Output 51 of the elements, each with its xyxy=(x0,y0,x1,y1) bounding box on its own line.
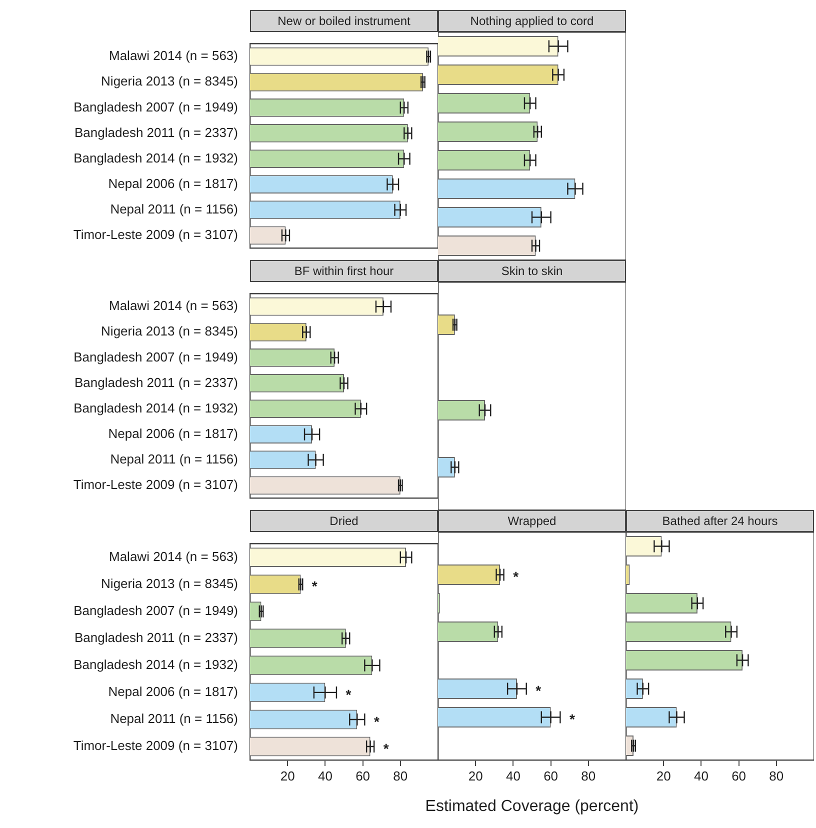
y-tick-label: Bangladesh 2011 (n = 2337) xyxy=(74,124,238,140)
annotation: * xyxy=(374,713,380,730)
x-axis-title: Estimated Coverage (percent) xyxy=(424,798,640,816)
y-tick-label: Malawi 2014 (n = 563) xyxy=(109,298,238,314)
y-tick-label: Bangladesh 2007 (n = 1949) xyxy=(74,99,238,114)
y-tick-label: Timor-Leste 2009 (n = 3107) xyxy=(73,738,238,754)
y-tick-label: Bangladesh 2011 (n = 2337) xyxy=(74,374,238,390)
x-tick-label: 20 xyxy=(280,768,295,784)
chart-title: BF within first hour xyxy=(250,260,438,282)
y-tick-label: Malawi 2014 (n = 563) xyxy=(109,548,238,564)
x-tick-label: 40 xyxy=(694,768,708,784)
annotation: * xyxy=(346,686,352,702)
y-tick-label: Nepal 2006 (n = 1817) xyxy=(108,684,238,700)
y-tick-label: Nepal 2006 (n = 1817) xyxy=(108,176,238,191)
x-tick-label: 20 xyxy=(468,768,483,784)
annotation: * xyxy=(513,568,520,585)
x-tick-label: 40 xyxy=(318,768,332,784)
annotation: * xyxy=(536,682,542,699)
chart-title: Wrapped xyxy=(438,510,626,532)
y-tick-label: Bangladesh 2007 (n = 1949) xyxy=(74,602,238,618)
annotation: * xyxy=(383,740,390,756)
chart-title: Dried xyxy=(250,510,438,532)
x-tick-label: 60 xyxy=(732,768,746,784)
chart-title: Bathed after 24 hours xyxy=(626,510,814,532)
x-tick-label: 60 xyxy=(544,768,558,784)
y-tick-label: Bangladesh 2007 (n = 1949) xyxy=(74,349,238,364)
y-tick-label: Timor-Leste 2009 (n = 3107) xyxy=(73,477,238,492)
y-tick-label: Nigeria 2013 (n = 8345) xyxy=(101,576,238,591)
chart-title: Nothing applied to cord xyxy=(438,10,626,32)
x-tick-label: 80 xyxy=(581,768,596,784)
annotation: * xyxy=(569,711,576,728)
y-tick-label: Nepal 2006 (n = 1817) xyxy=(108,426,238,441)
x-tick-label: 40 xyxy=(506,768,520,784)
x-tick-label: 80 xyxy=(393,768,408,784)
x-tick-label: 20 xyxy=(656,768,671,784)
y-tick-label: Nepal 2011 (n = 1156) xyxy=(110,201,238,216)
y-tick-label: Nigeria 2013 (n = 8345) xyxy=(101,74,238,89)
y-tick-label: Bangladesh 2014 (n = 1932) xyxy=(74,150,238,166)
x-tick-label: 80 xyxy=(769,768,784,784)
annotation: * xyxy=(312,578,318,594)
y-tick-label: Bangladesh 2011 (n = 2337) xyxy=(74,630,238,645)
chart-title: Skin to skin xyxy=(438,260,626,282)
y-tick-label: Bangladesh 2014 (n = 1932) xyxy=(74,656,238,672)
y-tick-label: Timor-Leste 2009 (n = 3107) xyxy=(73,227,238,242)
chart-title: New or boiled instrument xyxy=(250,10,438,32)
y-tick-label: Nigeria 2013 (n = 8345) xyxy=(101,324,238,339)
x-tick-label: 60 xyxy=(356,768,370,784)
y-tick-label: Bangladesh 2014 (n = 1932) xyxy=(74,400,238,416)
y-tick-label: Malawi 2014 (n = 563) xyxy=(109,48,238,64)
y-tick-label: Nepal 2011 (n = 1156) xyxy=(110,451,238,466)
y-tick-label: Nepal 2011 (n = 1156) xyxy=(110,711,238,726)
